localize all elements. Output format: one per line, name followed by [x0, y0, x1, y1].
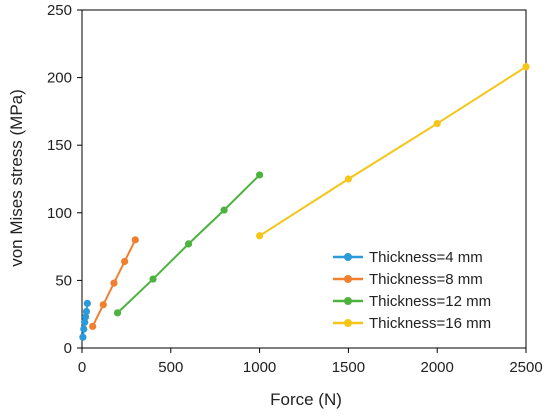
series-2-point: [110, 279, 118, 287]
plot-frame: [81, 9, 527, 349]
x-tick-label: 1000: [243, 359, 276, 376]
series-3-point: [113, 309, 122, 317]
series-4-point: [433, 119, 441, 128]
series-2-point: [131, 236, 139, 244]
legend: Thickness=4 mm Thickness=8 mm Thickness=12…: [333, 249, 491, 332]
y-tick-label: 200: [47, 70, 72, 87]
series-1-point: [81, 318, 89, 326]
series-4-point: [344, 175, 352, 183]
series-1-point: [79, 333, 87, 341]
legend-marker-4: [344, 319, 352, 327]
series-2-point: [121, 257, 129, 266]
x-tick-label: 2000: [421, 359, 454, 376]
y-tick-label: 0: [64, 340, 72, 357]
legend-marker-2: [344, 275, 352, 283]
series-1-point: [81, 313, 90, 321]
y-tick-label: 250: [47, 2, 72, 19]
y-axis-title: von Mises stress (MPa): [7, 89, 26, 267]
series-1-point: [80, 325, 88, 333]
x-axis-title: Force (N): [270, 390, 342, 409]
y-tick-label: 50: [55, 272, 72, 289]
series-2-point: [89, 322, 97, 330]
series-4-point: [522, 63, 530, 71]
series-2-point: [99, 301, 107, 309]
legend-label-3: Thickness=12 mm: [369, 293, 491, 310]
series-3-point: [220, 206, 228, 214]
plot-area: 0 500 1000 1500 2000 2500 0 50 100 150 200 250: [47, 2, 543, 376]
series-line-4: [259, 65, 527, 237]
series-3-point: [256, 171, 264, 179]
y-tick-label: 150: [47, 137, 72, 154]
y-tick-label: 100: [47, 205, 72, 222]
series-4-point: [256, 232, 264, 240]
series-1-point: [83, 299, 91, 307]
x-tick-label: 0: [78, 359, 86, 376]
x-tick-label: 2500: [509, 359, 542, 376]
legend-label-4: Thickness=16 mm: [369, 315, 491, 332]
x-tick-label: 500: [158, 359, 183, 376]
x-tick-label: 1500: [332, 359, 365, 376]
series-3-point: [149, 275, 157, 283]
legend-label-2: Thickness=8 mm: [369, 271, 483, 288]
legend-marker-1: [344, 253, 352, 261]
series-3-point: [184, 240, 193, 248]
legend-label-1: Thickness=4 mm: [369, 249, 483, 266]
series-1-point: [82, 307, 91, 316]
legend-marker-3: [344, 297, 352, 305]
